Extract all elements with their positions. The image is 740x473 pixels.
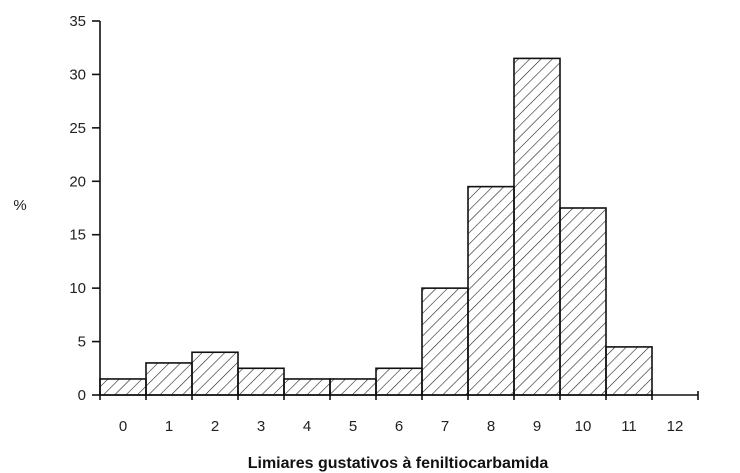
bar-2 [191,351,239,396]
x-tick-label-1: 1 [165,418,173,435]
y-tick-label-15: 15 [69,227,86,244]
bar-3 [237,367,285,396]
y-tick-label-0: 0 [78,387,86,404]
x-tick-label-4: 4 [303,418,311,435]
y-tick-label-35: 35 [69,13,86,30]
x-axis-title: Limiares gustativos à feniltiocarbamida [248,455,549,472]
x-tick-label-12: 12 [667,418,684,435]
x-tick-label-3: 3 [257,418,265,435]
x-tick-label-10: 10 [575,418,592,435]
y-tick-label-10: 10 [69,280,86,297]
x-tick-label-11: 11 [621,418,637,435]
x-tick-label-9: 9 [533,418,541,435]
y-tick-label-30: 30 [69,66,86,83]
bar-10 [559,207,607,396]
y-tick-label-20: 20 [69,173,86,190]
bar-11 [605,346,653,396]
y-tick-label-5: 5 [78,334,86,351]
x-tick-label-0: 0 [119,418,127,435]
bar-9 [513,57,561,396]
x-tick-label-7: 7 [441,418,449,435]
bar-8 [467,185,515,396]
x-tick-label-8: 8 [487,418,495,435]
y-tick-label-25: 25 [69,120,86,137]
y-axis-title: % [13,197,26,214]
bar-4 [283,378,331,396]
bar-5 [329,378,377,396]
x-tick-label-5: 5 [349,418,357,435]
bar-1 [145,362,193,396]
bar-6 [375,367,423,396]
x-tick-label-2: 2 [211,418,219,435]
x-tick-label-6: 6 [395,418,403,435]
bars-layer [99,57,653,396]
bar-7 [421,287,469,396]
bar-0 [99,378,147,396]
